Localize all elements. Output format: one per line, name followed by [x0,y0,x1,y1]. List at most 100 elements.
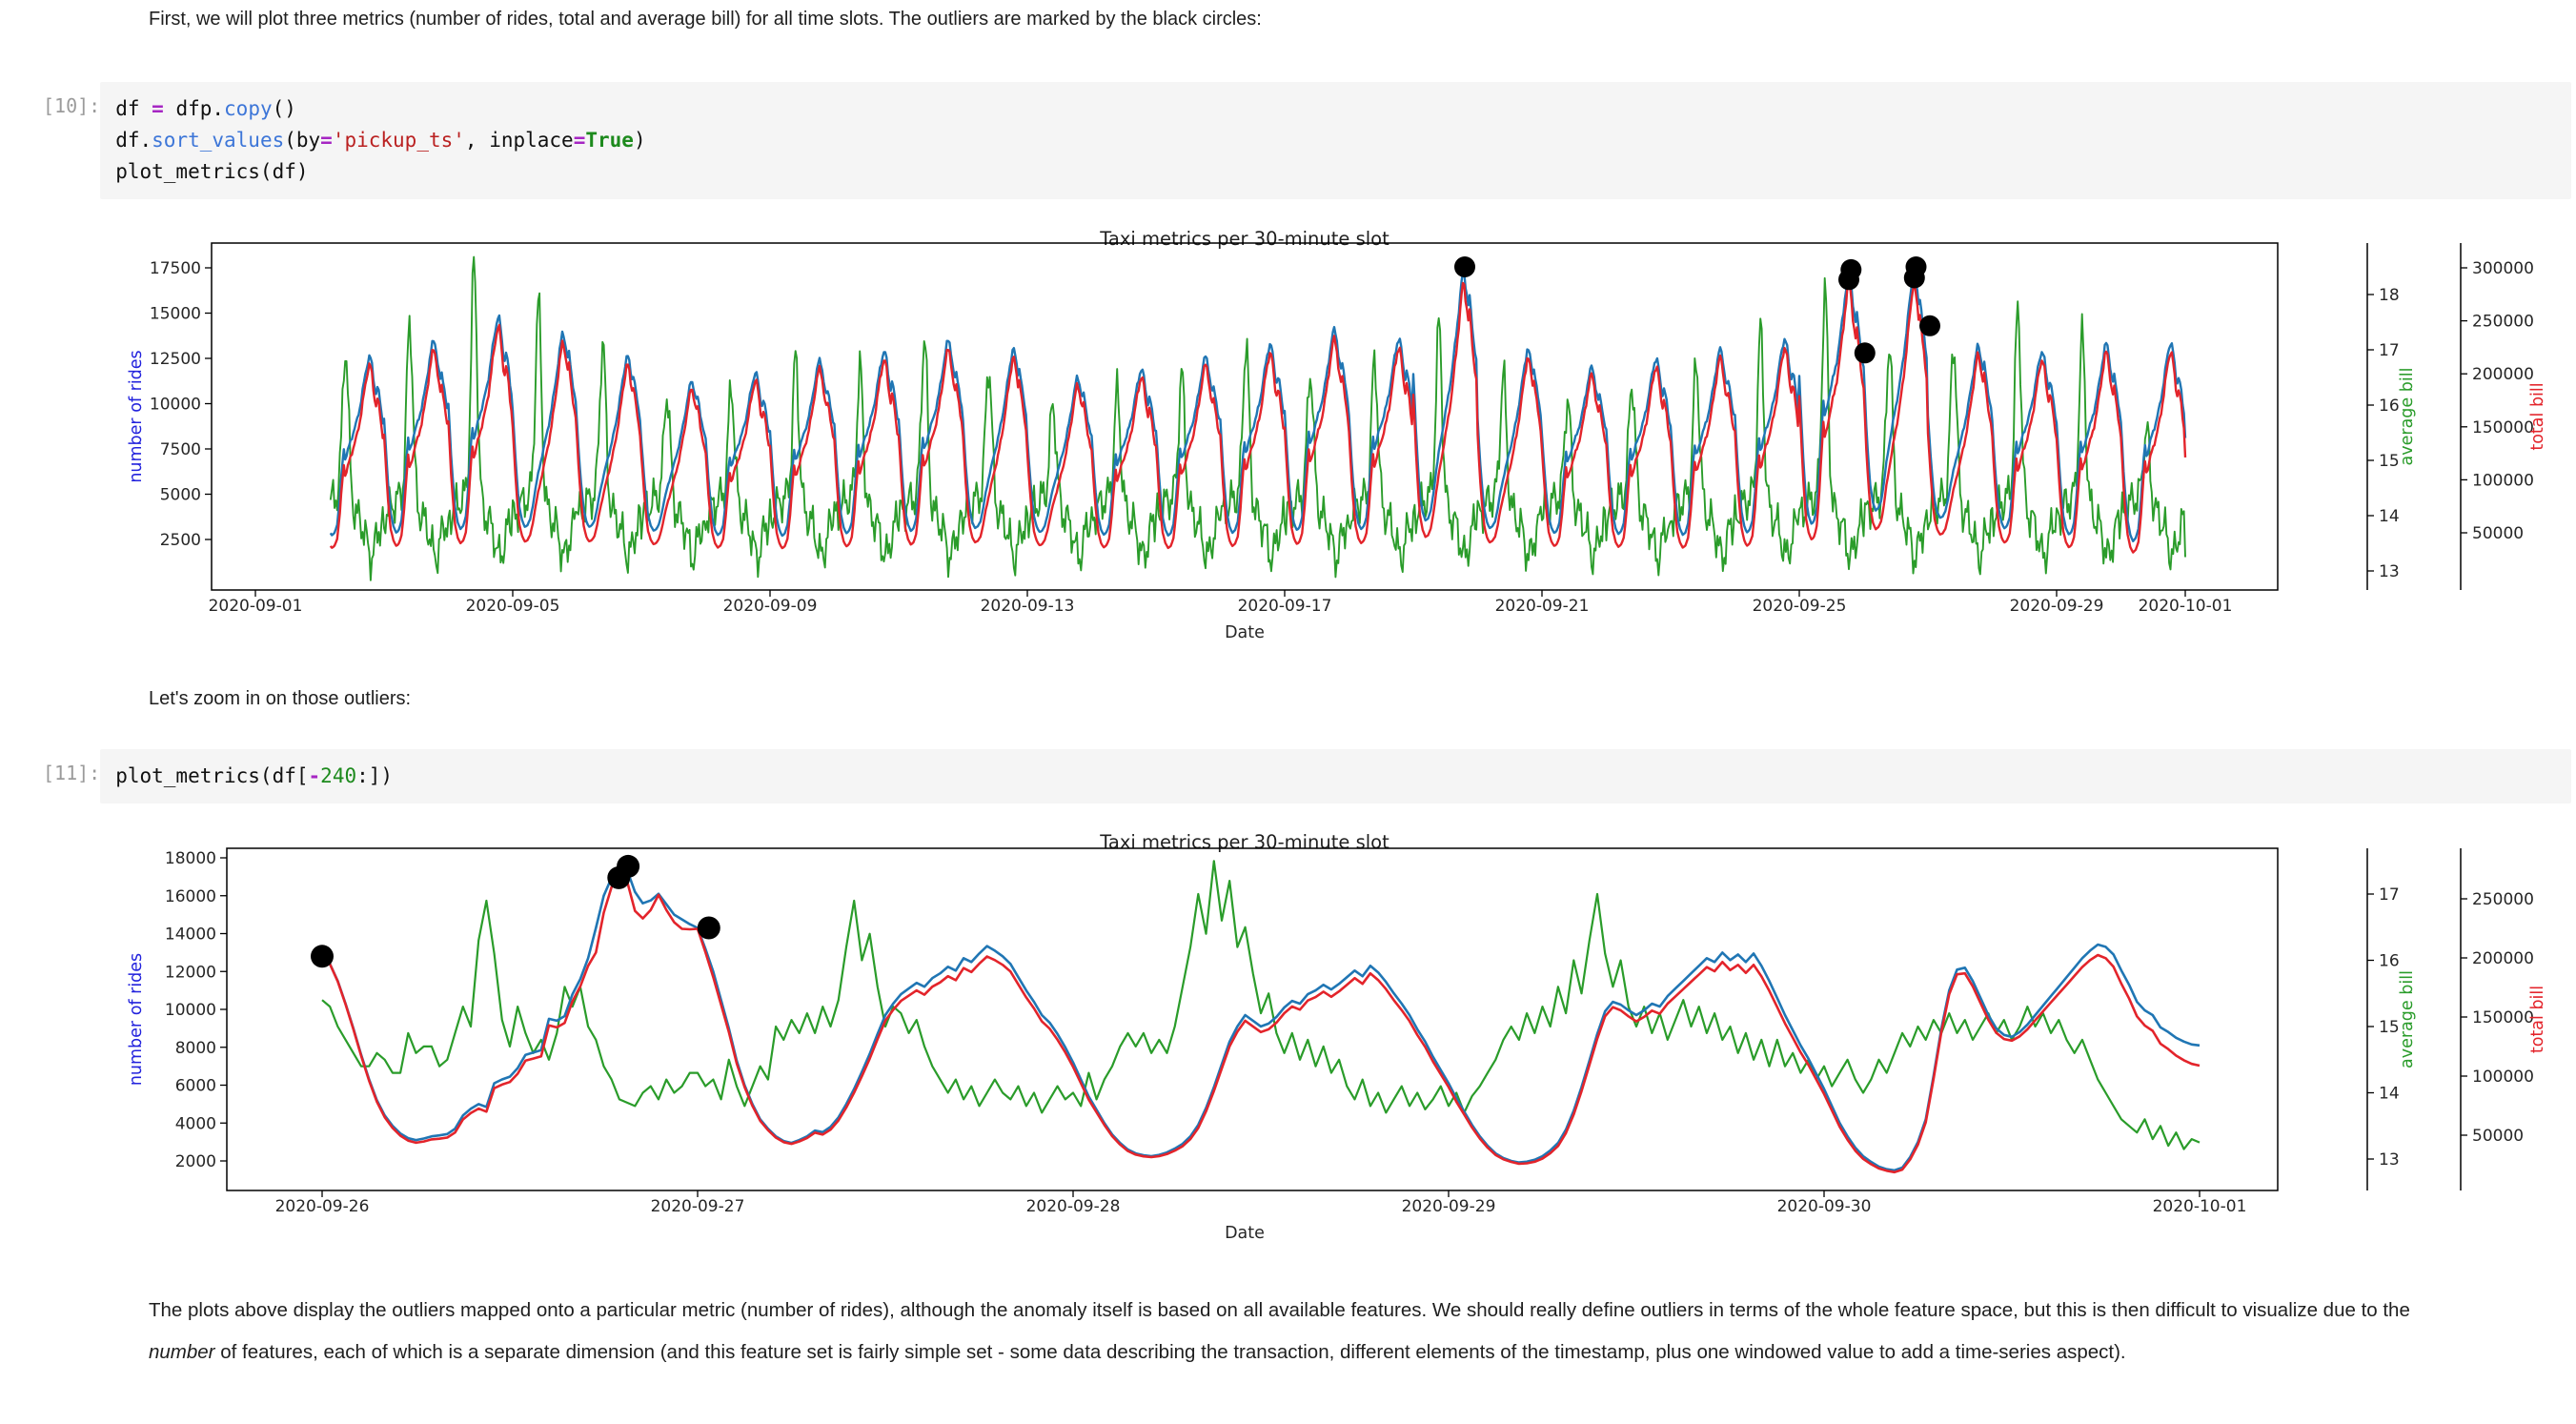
code-token: copy [224,97,273,120]
total-axis-tick-label: 100000 [2472,471,2534,490]
x-tick-label: 2020-10-01 [2153,1197,2247,1216]
y-tick-label: 16000 [165,887,216,906]
code-token: df [115,97,152,120]
x-tick-label: 2020-09-01 [209,597,303,616]
y-tick-label: 15000 [150,305,201,324]
x-tick-label: 2020-09-28 [1026,1197,1121,1216]
code-editor-11[interactable]: plot_metrics(df[-240:]) [100,749,2571,804]
code-token: , inplace [464,129,574,152]
code-token: dfp. [163,97,225,120]
average-axis-tick-label: 17 [2379,885,2400,905]
y-tick-label: 14000 [165,926,216,945]
number-of-rides-line [329,269,2187,542]
chart-title: Taxi metrics per 30-minute slot [1099,228,1389,250]
x-tick-label: 2020-09-21 [1495,597,1590,616]
y-tick-label: 4000 [175,1114,216,1133]
outlier-marker [1840,258,1862,280]
x-axis-label: Date [1225,623,1265,642]
x-tick-label: 2020-09-25 [1753,597,1847,616]
x-tick-label: 2020-09-26 [275,1197,370,1216]
input-prompt-11: [11]: [43,762,101,784]
chart-title: Taxi metrics per 30-minute slot [1099,831,1389,853]
total-axis-tick-label: 250000 [2472,890,2534,909]
average-axis-tick-label: 16 [2379,952,2400,971]
closing-paragraph: The plots above display the outliers map… [149,1290,2436,1373]
code-line: plot_metrics(df) [115,156,2556,188]
code-token: = [320,129,333,152]
x-tick-label: 2020-09-30 [1777,1197,1872,1216]
code-token: sort_values [152,129,285,152]
code-token: = [573,129,586,152]
code-line: plot_metrics(df[-240:]) [115,761,2556,792]
rides-axis-label: number of rides [127,953,146,1086]
code-token: - [308,764,321,787]
total-axis-tick-label: 50000 [2472,1127,2524,1146]
x-tick-label: 2020-09-13 [981,597,1075,616]
code-token: 'pickup_ts' [332,129,465,152]
total-axis-tick-label: 150000 [2472,418,2534,437]
plot-border [211,242,2279,591]
x-tick-label: 2020-09-05 [466,597,560,616]
code-cell-10: [10]: df = dfp.copy() df.sort_values(by='… [0,82,2576,199]
average-axis-tick-label: 14 [2379,1085,2400,1104]
total-axis-tick-label: 300000 [2472,259,2534,278]
outlier-marker [617,854,640,878]
y-tick-label: 18000 [165,849,216,868]
markdown-intro: First, we will plot three metrics (numbe… [149,9,1262,30]
outlier-marker [1854,342,1876,364]
total-bill-line [321,867,2201,1174]
y-tick-label: 2000 [175,1152,216,1171]
code-token: plot_metrics(df[ [115,764,309,787]
x-tick-label: 2020-09-09 [723,597,818,616]
y-tick-label: 6000 [175,1077,216,1096]
x-tick-label: 2020-09-27 [651,1197,745,1216]
average-axis-tick-label: 16 [2379,397,2400,416]
total-axis-tick-label: 200000 [2472,365,2534,384]
y-tick-label: 10000 [165,1001,216,1020]
plot-border [226,847,2279,1191]
y-tick-label: 12000 [165,963,216,982]
code-token: () [272,97,296,120]
closing-text-italic: number [149,1341,215,1363]
rides-axis-label: number of rides [127,350,146,482]
y-tick-label: 2500 [160,531,201,550]
code-token: 240 [320,764,357,787]
average-axis-label: average bill [2398,368,2417,466]
total-axis-label: total bill [2528,986,2547,1053]
outlier-marker [697,916,720,940]
average-axis-label: average bill [2398,970,2417,1068]
total-axis-tick-label: 50000 [2472,524,2524,543]
code-token: plot_metrics(df) [115,160,309,183]
code-token: True [585,129,634,152]
code-token: df. [115,129,152,152]
average-axis-tick-label: 18 [2379,286,2400,305]
closing-text-2: of features, each of which is a separate… [214,1341,2126,1363]
y-tick-label: 7500 [160,440,201,459]
outlier-marker [1454,256,1475,277]
code-token: (by [284,129,321,152]
figure-taxi-metrics-full-month: Taxi metrics per 30-minute slot 2020-09-0… [127,228,2547,642]
code-line: df.sort_values(by='pickup_ts', inplace=T… [115,125,2556,156]
code-cell-11: [11]: plot_metrics(df[-240:]) [0,749,2576,804]
code-token: ) [633,129,646,152]
code-editor-10[interactable]: df = dfp.copy() df.sort_values(by='pickup… [100,82,2571,199]
figure-taxi-metrics-last-5-days: Taxi metrics per 30-minute slot 2020-09-2… [127,831,2547,1243]
outlier-marker [1919,315,1940,336]
average-axis-tick-label: 13 [2379,562,2400,581]
average-axis-tick-label: 14 [2379,507,2400,526]
total-axis-tick-label: 250000 [2472,313,2534,332]
y-tick-label: 12500 [150,350,201,369]
number-of-rides-line [321,865,2201,1172]
x-tick-label: 2020-09-17 [1238,597,1332,616]
code-token: = [152,97,164,120]
average-bill-line [329,255,2186,581]
x-tick-label: 2020-10-01 [2139,597,2233,616]
y-tick-label: 10000 [150,396,201,415]
code-token: :]) [356,764,394,787]
y-tick-label: 5000 [160,486,201,505]
total-bill-line [329,279,2187,554]
average-axis-tick-label: 17 [2379,341,2400,360]
total-axis-label: total bill [2528,382,2547,450]
total-axis-tick-label: 100000 [2472,1068,2534,1087]
average-bill-line [321,860,2201,1150]
